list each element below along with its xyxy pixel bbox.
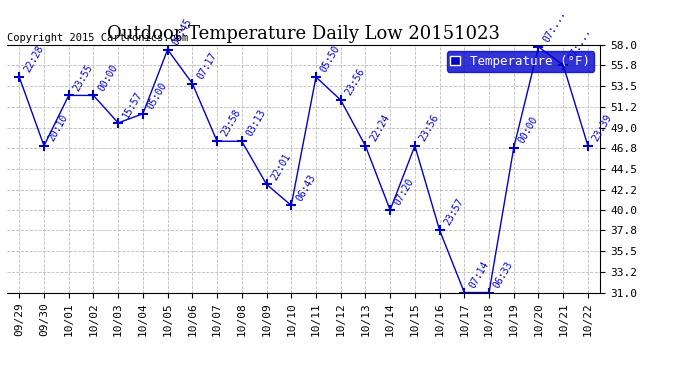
Text: 03:13: 03:13: [244, 108, 268, 138]
Text: 23:56: 23:56: [417, 112, 441, 143]
Text: 07:20: 07:20: [393, 177, 416, 207]
Text: Copyright 2015 Cartronics.com: Copyright 2015 Cartronics.com: [7, 33, 188, 42]
Text: 07:...: 07:...: [541, 9, 568, 44]
Text: 23:57: 23:57: [442, 197, 466, 227]
Text: 22:28: 22:28: [22, 44, 46, 74]
Text: 07:...: 07:...: [566, 27, 592, 62]
Text: 22:24: 22:24: [368, 112, 391, 143]
Text: 05:50: 05:50: [319, 44, 342, 74]
Legend: Temperature (°F): Temperature (°F): [446, 51, 594, 72]
Text: 07:14: 07:14: [467, 259, 491, 290]
Text: 22:01: 22:01: [269, 151, 293, 182]
Text: 00:00: 00:00: [96, 62, 119, 93]
Text: 23:56: 23:56: [344, 67, 367, 97]
Text: 00:00: 00:00: [517, 114, 540, 145]
Text: 05:00: 05:00: [146, 81, 169, 111]
Text: 23:39: 23:39: [591, 112, 614, 143]
Text: 06:33: 06:33: [492, 259, 515, 290]
Text: 23:55: 23:55: [72, 62, 95, 93]
Text: 07:17: 07:17: [195, 50, 219, 81]
Text: 06:45: 06:45: [170, 16, 194, 47]
Text: 06:43: 06:43: [294, 172, 317, 202]
Text: 23:58: 23:58: [220, 108, 243, 138]
Text: 20:10: 20:10: [47, 112, 70, 143]
Title: Outdoor Temperature Daily Low 20151023: Outdoor Temperature Daily Low 20151023: [107, 26, 500, 44]
Text: 15:57: 15:57: [121, 90, 144, 120]
